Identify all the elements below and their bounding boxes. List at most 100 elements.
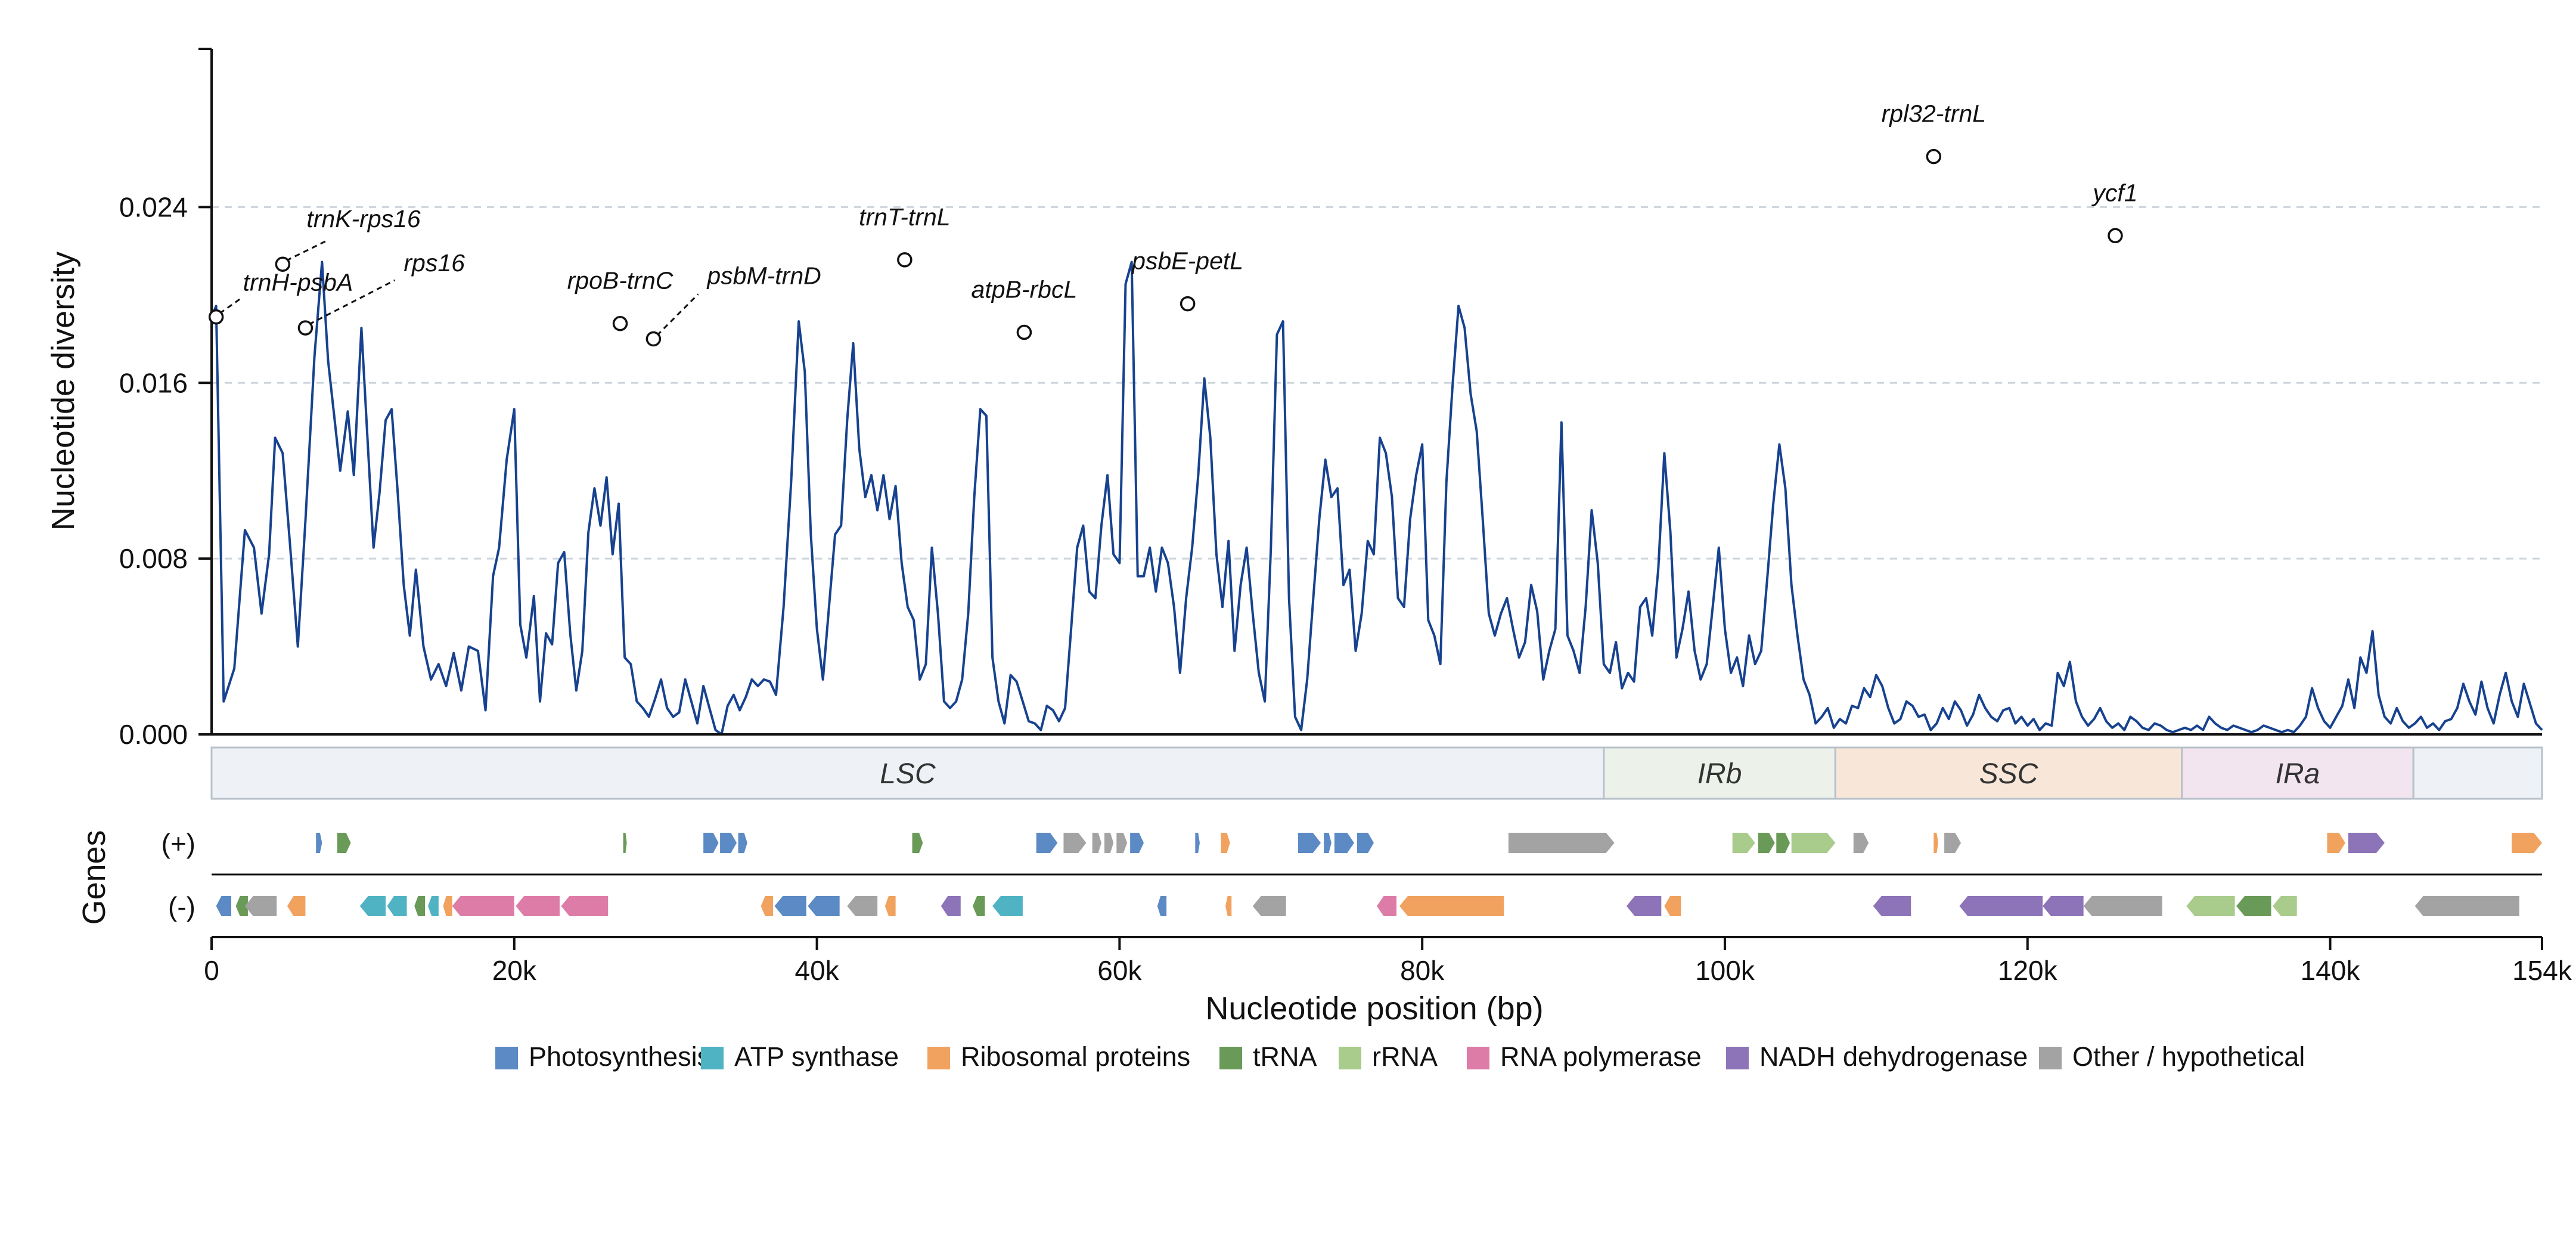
gene-arrow [244, 896, 277, 916]
legend-swatch [701, 1047, 724, 1069]
region-block [210, 746, 1605, 800]
peak-marker [897, 252, 913, 268]
legend: Photosynthesis ATP synthase Ribosomal prot… [495, 1041, 2305, 1072]
plus-strand-label: (+) [162, 828, 196, 859]
region-block [1603, 746, 1836, 800]
gene-arrow [452, 896, 514, 916]
gene-arrow [1626, 896, 1662, 916]
gene-arrow [443, 896, 452, 916]
peak-leader-line [308, 279, 396, 325]
gene-arrow [2186, 896, 2235, 916]
gene-arrow [1399, 896, 1504, 916]
gene-arrow [2043, 896, 2084, 916]
region-label: LSC [880, 758, 936, 790]
gene-arrow [387, 896, 407, 916]
gene-arrow [1324, 833, 1332, 853]
minus-strand-label: (-) [168, 891, 195, 922]
peak-marker [208, 309, 224, 325]
gene-arrow [761, 896, 773, 916]
gene-arrow [1357, 833, 1374, 853]
legend-label: NADH dehydrogenase [1759, 1041, 2028, 1072]
y-tick-label: 0.016 [119, 367, 188, 398]
gene-arrow [738, 833, 747, 853]
gene-arrow [1252, 896, 1286, 916]
genes-axis-title: Genes [76, 830, 112, 925]
x-tick-label: 20k [492, 955, 537, 986]
peak-marker [1926, 148, 1942, 165]
gene-arrow [1130, 833, 1144, 853]
y-axis-title: Nucleotide diversity [45, 252, 81, 531]
peak-marker [275, 256, 291, 272]
legend-label: RNA polymerase [1500, 1041, 1702, 1072]
gene-arrow [1092, 833, 1101, 853]
x-tick-label: 40k [794, 955, 839, 986]
gene-arrow [1377, 896, 1397, 916]
gene-arrow [1944, 833, 1962, 853]
region-block [2412, 746, 2543, 800]
gene-arrow [1195, 833, 1200, 853]
peak-marker [1016, 324, 1032, 340]
legend-label: tRNA [1253, 1041, 1317, 1072]
gene-arrow [941, 896, 961, 916]
gene-arrow [1298, 833, 1321, 853]
region-block [1834, 746, 2183, 800]
gene-arrow [337, 833, 351, 853]
peak-label: ycf1 [2091, 179, 2137, 206]
x-tick-label: 140k [2301, 955, 2361, 986]
peak-marker [2108, 228, 2123, 244]
x-tick-label: 80k [1400, 955, 1445, 986]
peak-leader-line [219, 298, 241, 314]
gene-arrow [1063, 833, 1087, 853]
gene-arrow [235, 896, 248, 916]
gene-arrow [414, 896, 425, 916]
gene-arrow [2327, 833, 2345, 853]
region-block [2181, 746, 2414, 800]
x-tick-label: 120k [1998, 955, 2058, 986]
peak-label: psbE-petL [1131, 247, 1243, 275]
peak-leader-line [285, 239, 328, 262]
x-tick-label: 0 [204, 955, 219, 986]
gene-arrow [623, 833, 627, 853]
gene-arrow [1157, 896, 1167, 916]
legend-swatch [1467, 1047, 1489, 1069]
x-axis-title: Nucleotide position (bp) [1205, 991, 1543, 1026]
gene-arrow [1036, 833, 1058, 853]
gene-arrow [316, 833, 322, 853]
legend-swatch [1726, 1047, 1749, 1069]
gene-arrow [1225, 896, 1232, 916]
peak-label: rpl32-trnL [1882, 100, 1986, 128]
legend-swatch [2039, 1047, 2062, 1069]
peak-marker [612, 315, 628, 331]
legend-label: Ribosomal proteins [961, 1041, 1190, 1072]
x-tick-label: 154k [2512, 955, 2572, 986]
legend-label: Other / hypothetical [2072, 1041, 2305, 1072]
region-label: IRa [2276, 758, 2320, 790]
region-label: SSC [1979, 758, 2038, 790]
gene-arrow [1116, 833, 1128, 853]
gene-arrow [561, 896, 609, 916]
gene-arrow [1221, 833, 1230, 853]
y-tick-label: 0.008 [119, 543, 188, 574]
gene-arrow [1758, 833, 1775, 853]
gene-arrow [774, 896, 806, 916]
peak-label: atpB-rbcL [972, 275, 1078, 303]
y-tick-label: 0.024 [119, 191, 188, 222]
diversity-series [210, 260, 2543, 736]
peak-marker [645, 331, 662, 347]
peak-annotations: trnH-psbA trnK-rps16 rps16 rpoB-trnC psbM-tr… [208, 100, 2138, 347]
diversity-line [210, 260, 2543, 736]
peak-label: trnK-rps16 [306, 205, 421, 232]
gene-arrow [359, 896, 386, 916]
gene-arrow [912, 833, 923, 853]
gene-arrow [884, 896, 896, 916]
x-tick-label: 60k [1097, 955, 1142, 986]
legend-label: rRNA [1372, 1041, 1438, 1072]
gene-arrow [287, 896, 306, 916]
gene-tracks [212, 833, 2542, 916]
gene-arrow [992, 896, 1023, 916]
gene-arrow [1664, 896, 1681, 916]
gene-arrow [973, 896, 985, 916]
gene-arrow [720, 833, 737, 853]
peak-label: rpoB-trnC [567, 267, 674, 294]
axes: 0.000 0.008 0.016 0.024 0 20k 40k 60k 80k 100k 120… [119, 48, 2572, 986]
